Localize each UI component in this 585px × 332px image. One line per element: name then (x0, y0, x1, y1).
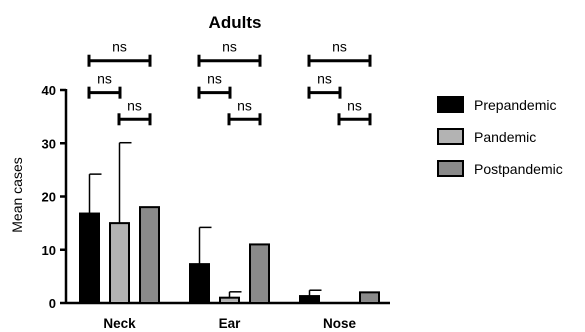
chart-title: Adults (209, 13, 262, 32)
y-tick-label: 0 (49, 296, 56, 311)
y-axis-label: Mean cases (9, 157, 25, 232)
legend-swatch (437, 96, 464, 113)
significance-label: ns (347, 97, 362, 113)
significance-label: ns (332, 39, 347, 55)
significance-label: ns (317, 71, 332, 87)
legend-label: Pandemic (474, 129, 536, 145)
bar-pandemic-neck (109, 222, 130, 304)
legend-swatch (437, 160, 464, 177)
bar-pandemic-ear (219, 296, 240, 304)
legend-label: Prepandemic (474, 97, 557, 113)
x-category-label: Nose (323, 316, 357, 331)
significance-label: ns (127, 97, 142, 113)
y-tick-label: 20 (42, 190, 56, 205)
bar-prepandemic-neck (79, 212, 100, 304)
significance-label: ns (222, 39, 237, 55)
significance-label: ns (97, 71, 112, 87)
legend-swatch (437, 128, 464, 145)
y-tick-label: 30 (42, 136, 56, 151)
x-category-label: Ear (219, 316, 242, 331)
bar-postpandemic-neck (139, 206, 160, 304)
x-category-label: Neck (103, 316, 136, 331)
significance-label: ns (237, 97, 252, 113)
bar-postpandemic-nose (359, 291, 380, 305)
legend: Prepandemic Pandemic Postpandemic (437, 96, 563, 177)
significance-label: ns (207, 71, 222, 87)
y-tick-label: 40 (42, 83, 56, 98)
y-tick-label: 10 (42, 243, 56, 258)
bar-postpandemic-ear (249, 243, 270, 305)
bar-prepandemic-nose (299, 295, 320, 305)
legend-label: Postpandemic (474, 161, 563, 177)
significance-label: ns (112, 39, 127, 55)
bar-prepandemic-ear (189, 263, 210, 305)
